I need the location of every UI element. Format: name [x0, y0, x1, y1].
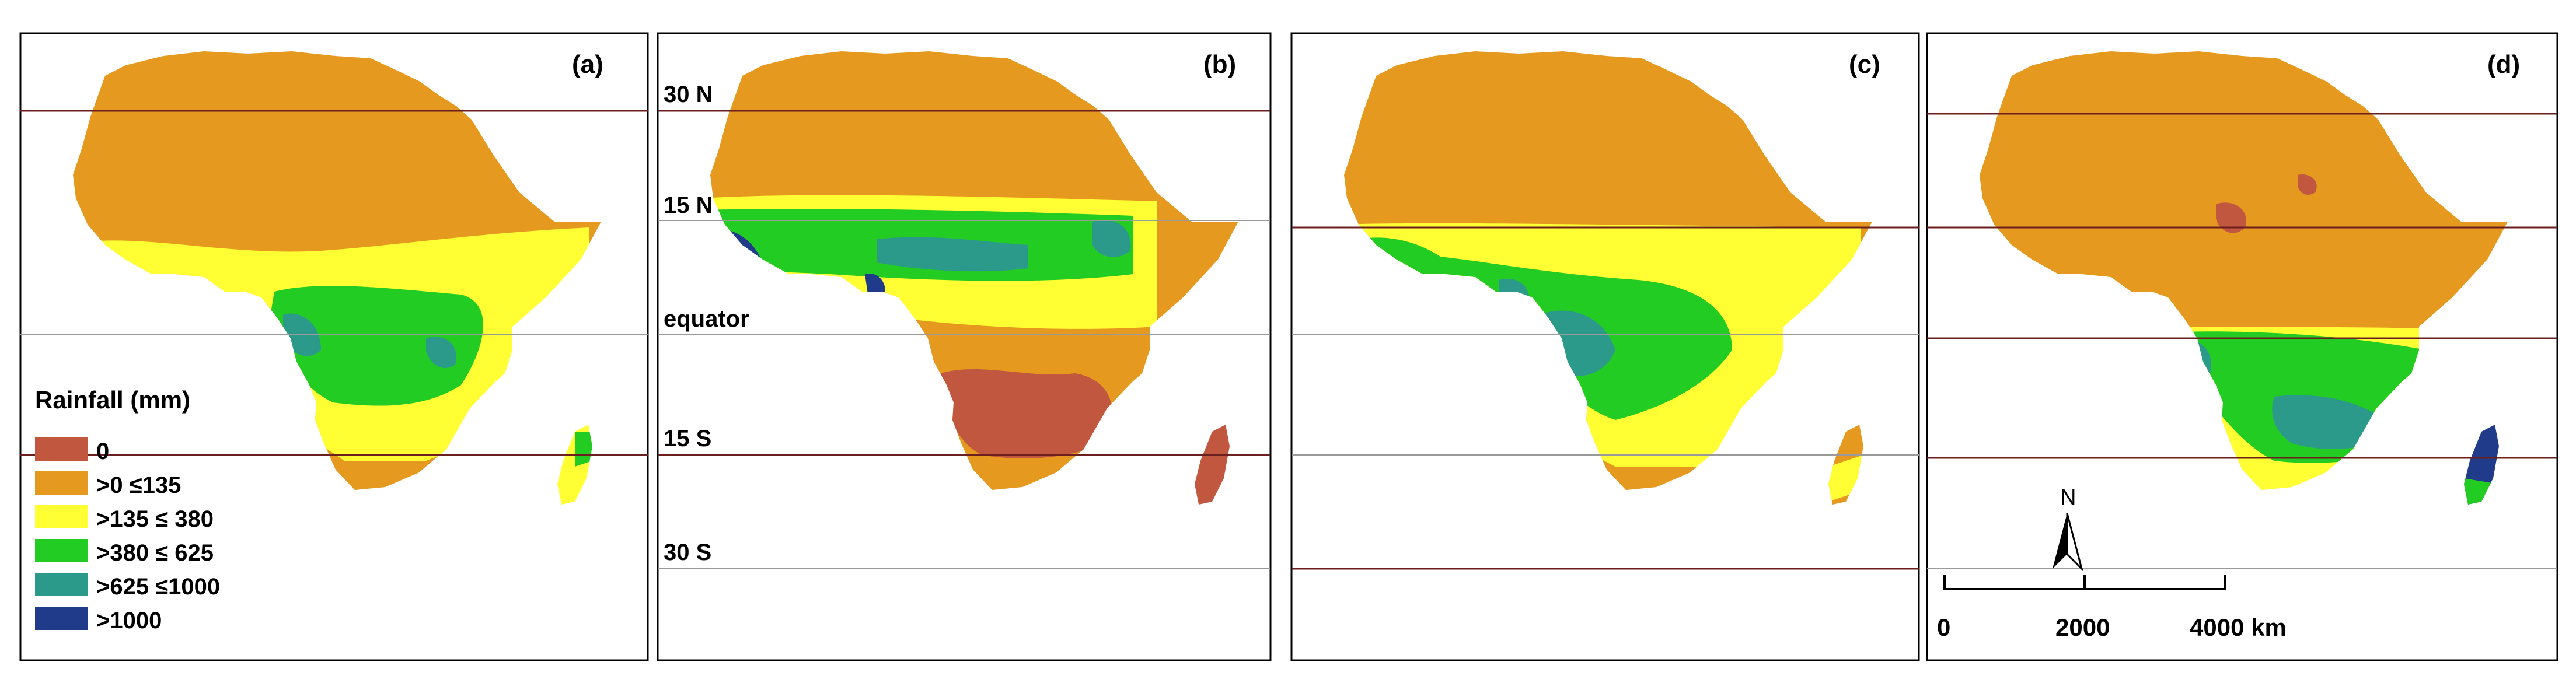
latitude-label-equator: equator — [664, 306, 749, 332]
panel-label-c: (c) — [1849, 50, 1880, 79]
teal-band — [877, 237, 1028, 272]
panel-a: (a) Rainfall (mm) 0 >0 ≤135 >135 ≤ 380 >… — [19, 32, 649, 661]
legend-label: >380 ≤ 625 — [96, 540, 214, 566]
legend-swatch-380-625 — [35, 539, 88, 562]
scale-bar-label-0: 0 — [1937, 614, 1950, 641]
legend-swatch-0-135 — [35, 471, 88, 495]
scale-bar-label-4000: 4000 km — [2190, 614, 2287, 641]
latitude-label-15s: 15 S — [664, 426, 711, 451]
latitude-label-15n: 15 N — [664, 192, 713, 218]
legend-label: >135 ≤ 380 — [96, 506, 214, 532]
legend-label: >1000 — [96, 608, 162, 633]
legend-label: >0 ≤135 — [96, 472, 181, 498]
north-arrow: N — [2053, 485, 2083, 572]
panel-d: (d) N 0 2000 4000 km — [1926, 32, 2558, 661]
legend-swatch-zero — [35, 437, 88, 461]
legend-title: Rainfall (mm) — [35, 386, 190, 414]
green-core — [268, 286, 483, 406]
legend-item: >1000 — [35, 607, 162, 633]
panel-c: (c) — [1290, 32, 1920, 661]
north-arrow-icon — [2053, 513, 2083, 572]
latitude-label-30s: 30 S — [664, 540, 711, 565]
latitude-label-30n: 30 N — [664, 82, 713, 107]
legend-label: 0 — [96, 439, 109, 464]
legend-item: >380 ≤ 625 — [35, 539, 214, 566]
dark-blue-coast — [865, 274, 885, 295]
scale-bar: 0 2000 4000 km — [1937, 575, 2287, 641]
zero-rain-patch — [2298, 174, 2317, 195]
legend-item: 0 — [35, 437, 109, 464]
teal-east — [1092, 220, 1131, 257]
legend-label: >625 ≤1000 — [96, 574, 220, 600]
panel-label-d: (d) — [2487, 50, 2520, 79]
legend-swatch-625-1000 — [35, 573, 88, 596]
zero-rain-south — [941, 369, 1112, 458]
teal-patch — [426, 337, 456, 368]
legend-item: >625 ≤1000 — [35, 573, 220, 600]
legend-swatch-135-380 — [35, 505, 88, 528]
north-arrow-label: N — [2060, 485, 2076, 510]
zero-rain-patch — [2216, 202, 2246, 233]
scale-bar-label-2000: 2000 — [2055, 614, 2110, 641]
panel-label-b: (b) — [1203, 50, 1236, 79]
panel-label-a: (a) — [572, 50, 603, 79]
legend-item: >135 ≤ 380 — [35, 505, 214, 532]
legend: Rainfall (mm) 0 >0 ≤135 >135 ≤ 380 >380 … — [35, 386, 220, 633]
panel-b: 30 N 15 N equator 15 S 30 S (b) — [657, 32, 1272, 661]
legend-swatch-1000 — [35, 607, 88, 630]
legend-item: >0 ≤135 — [35, 471, 181, 498]
